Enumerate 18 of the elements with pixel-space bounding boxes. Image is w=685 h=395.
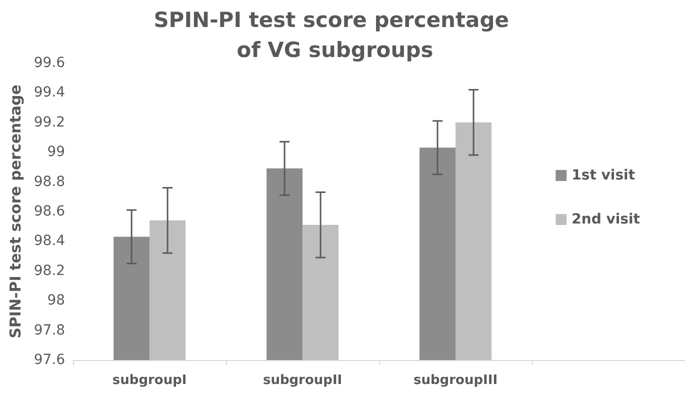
- chart-title: SPIN-PI test score percentage of VG subgroups: [154, 8, 516, 62]
- y-tick-label: 98.4: [34, 233, 66, 250]
- y-tick-label: 99: [47, 144, 66, 160]
- legend-label: 2nd visit: [572, 212, 640, 228]
- y-tick-label: 98.8: [34, 174, 66, 190]
- y-axis-title: SPIN-PI test score percentage: [6, 84, 24, 338]
- y-tick-label: 98.6: [34, 204, 66, 220]
- x-tick-label: subgroupII: [262, 373, 342, 388]
- y-tick-label: 97.8: [34, 322, 66, 338]
- y-tick-label: 98: [47, 292, 66, 309]
- y-tick-label: 99.4: [34, 84, 66, 101]
- y-tick-label: 99.2: [34, 114, 66, 130]
- legend-label: 1st visit: [572, 168, 636, 184]
- x-tick-label: subgroupI: [112, 373, 187, 388]
- y-tick-label: 99.6: [34, 55, 66, 71]
- y-tick-label: 97.6: [34, 352, 66, 368]
- x-tick-label: subgroupIII: [414, 373, 498, 388]
- y-tick-label: 98.2: [34, 262, 66, 279]
